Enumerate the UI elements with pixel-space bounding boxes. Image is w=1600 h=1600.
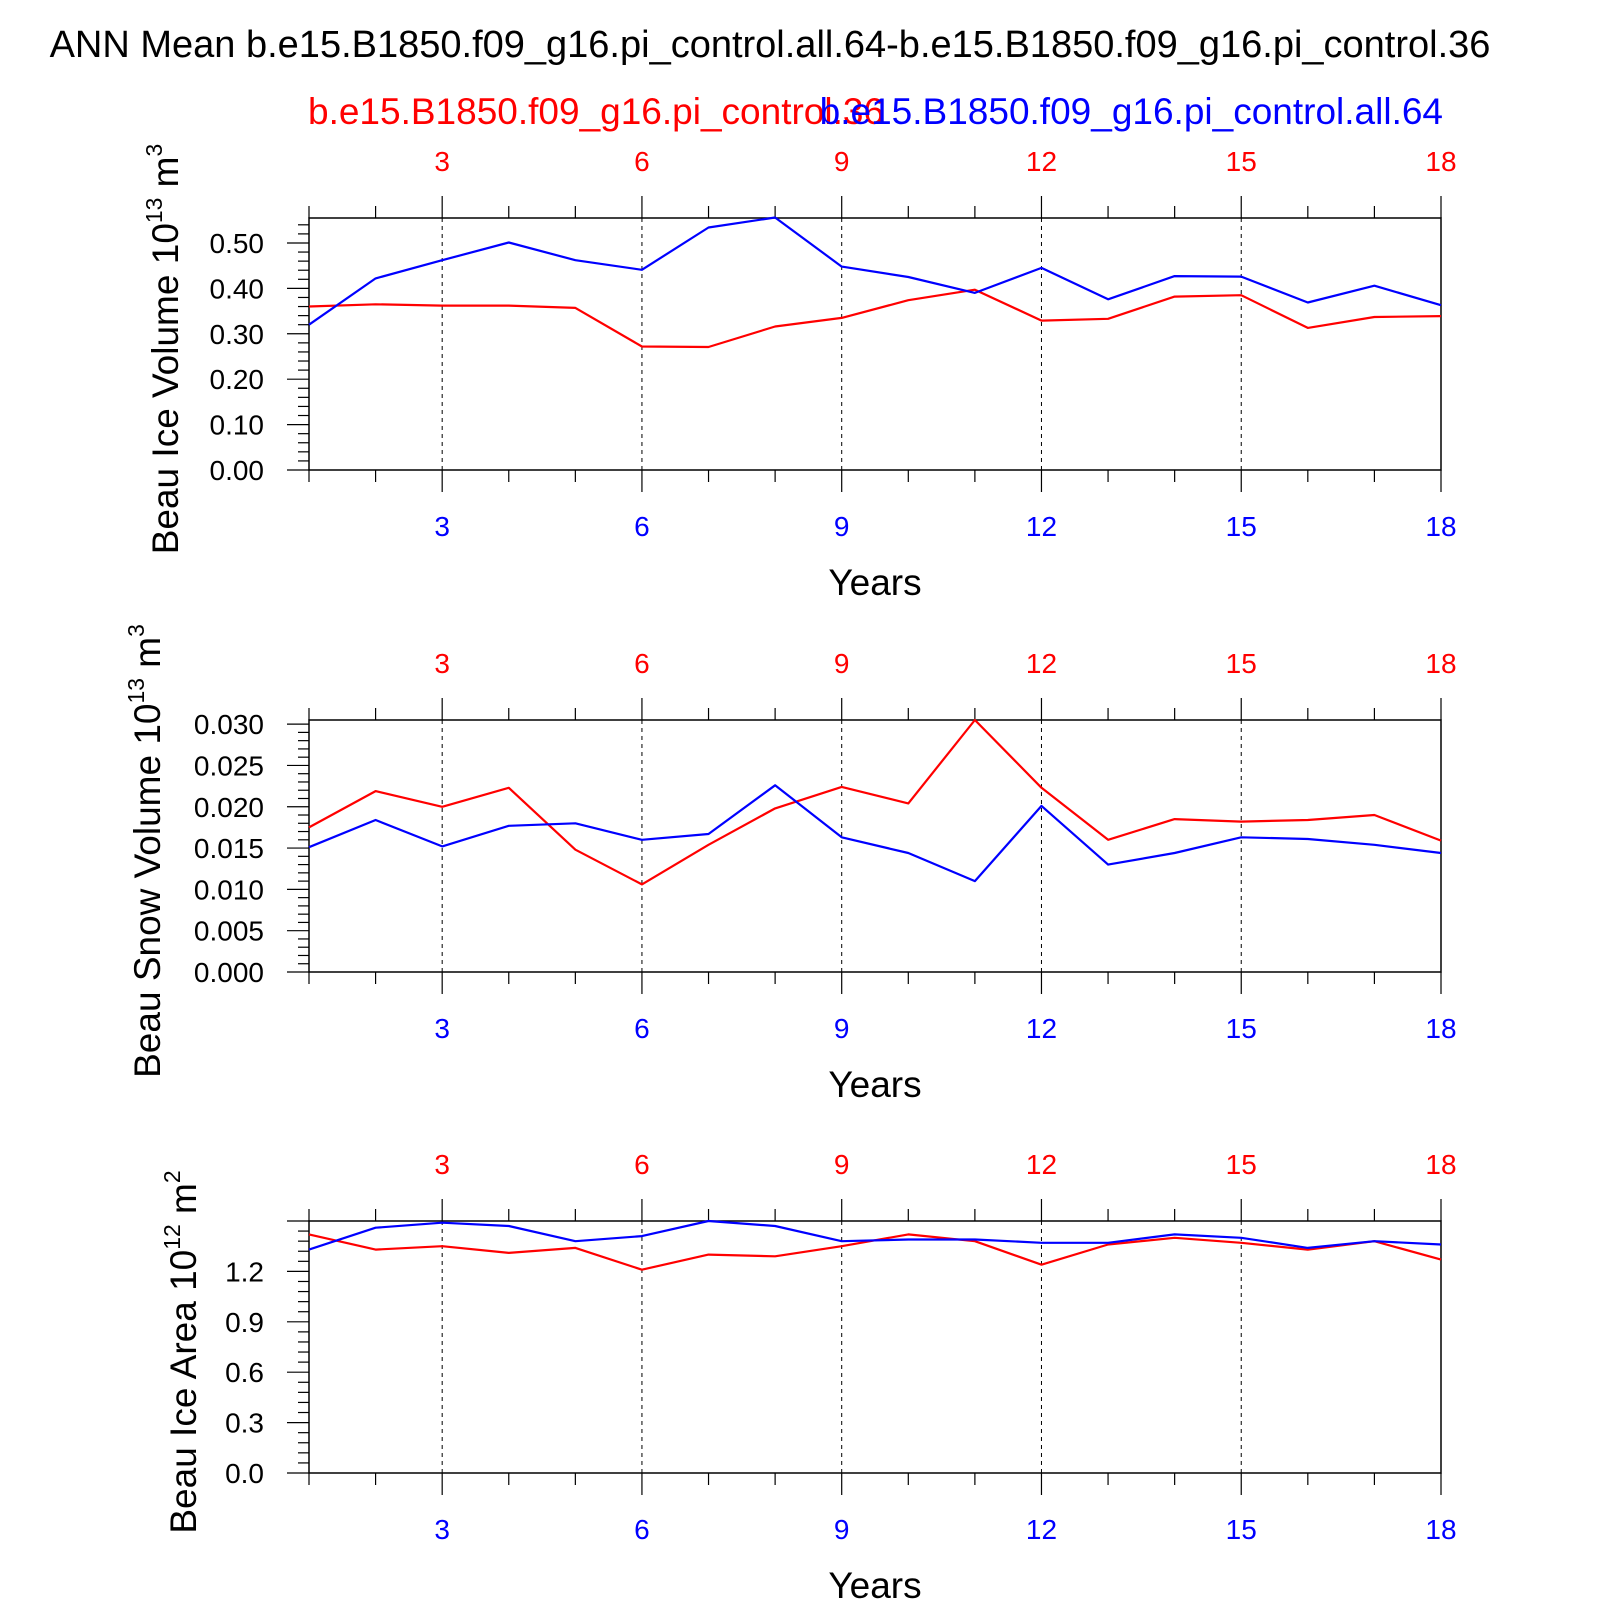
y-axis-label-part: m — [145, 156, 186, 197]
y-axis-label-part: 3 — [141, 144, 167, 157]
y-tick-label: 0.20 — [210, 364, 265, 395]
x-tick-label-top: 15 — [1226, 648, 1257, 679]
x-tick-label-top: 18 — [1425, 1149, 1456, 1180]
x-axis-label: Years — [828, 1565, 921, 1600]
x-tick-label-bottom: 12 — [1026, 1013, 1057, 1044]
x-tick-label-bottom: 15 — [1226, 511, 1257, 542]
y-tick-label: 1.2 — [225, 1256, 264, 1287]
chart-panel-2: 3 3 6 6 9 9 12 12 15 15 18 18 0.000 0.005 0.010 0.015 0.… — [123, 624, 1457, 1105]
x-tick-label-top: 3 — [434, 1149, 450, 1180]
x-tick-label-top: 6 — [634, 1149, 650, 1180]
x-axis-label: Years — [828, 1064, 921, 1105]
x-tick-label-top: 12 — [1026, 1149, 1057, 1180]
y-axis-label-part: Beau Ice Volume 10 — [145, 223, 186, 554]
chart-panel-3: 3 3 6 6 9 9 12 12 15 15 18 18 0.0 0.3 0.6 0.9 1.2 Years Be… — [159, 1149, 1457, 1600]
x-tick-label-top: 6 — [634, 648, 650, 679]
chart-panel-1: 3 3 6 6 9 9 12 12 15 15 18 18 0.00 0.10 0.20 0.30 0.40 0.… — [141, 144, 1457, 603]
x-tick-label-top: 3 — [434, 648, 450, 679]
plot-frame — [308, 1220, 1442, 1474]
y-tick-label: 0.025 — [194, 750, 264, 781]
plot-frame — [308, 719, 1442, 973]
y-axis-label-part: 2 — [159, 1170, 185, 1183]
y-tick-label: 0.00 — [210, 455, 265, 486]
y-tick-label: 0.000 — [194, 957, 264, 988]
x-tick-label-top: 18 — [1425, 146, 1456, 177]
y-axis-label-part: 13 — [123, 678, 149, 704]
series-line-blue — [308, 784, 1442, 883]
chart-panels: 3 3 6 6 9 9 12 12 15 15 18 18 0.00 0.10 0.20 0.30 0.40 0.… — [123, 144, 1457, 1600]
y-axis-label-part: Beau Snow Volume 10 — [127, 704, 168, 1078]
x-tick-label-top: 15 — [1226, 146, 1257, 177]
y-tick-label: 0.40 — [210, 273, 265, 304]
y-tick-label: 0.3 — [225, 1408, 264, 1439]
x-tick-label-top: 9 — [834, 146, 850, 177]
x-tick-label-top: 12 — [1026, 648, 1057, 679]
y-axis-label: Beau Ice Volume 1013 m3 — [141, 144, 186, 555]
y-axis-label-part: 3 — [123, 624, 149, 637]
x-tick-label-bottom: 18 — [1425, 511, 1456, 542]
y-axis-label: Beau Ice Area 1012 m2 — [159, 1170, 204, 1533]
y-axis-label: Beau Snow Volume 1013 m3 — [123, 624, 168, 1078]
x-tick-label-bottom: 15 — [1226, 1514, 1257, 1545]
x-tick-label-bottom: 18 — [1425, 1514, 1456, 1545]
x-tick-label-bottom: 18 — [1425, 1013, 1456, 1044]
y-tick-label: 0.0 — [225, 1458, 264, 1489]
series-line-blue — [308, 216, 1442, 326]
y-axis-label-part: 12 — [159, 1224, 185, 1250]
x-tick-label-top: 12 — [1026, 146, 1057, 177]
y-tick-label: 0.50 — [210, 228, 265, 259]
plot-frame — [308, 217, 1442, 471]
x-tick-label-bottom: 12 — [1026, 1514, 1057, 1545]
y-axis-label-part: Beau Ice Area 10 — [163, 1250, 204, 1534]
x-tick-label-bottom: 9 — [834, 1514, 850, 1545]
x-tick-label-bottom: 9 — [834, 511, 850, 542]
y-tick-label: 0.30 — [210, 319, 265, 350]
x-tick-label-top: 18 — [1425, 648, 1456, 679]
y-tick-label: 0.005 — [194, 916, 264, 947]
figure-title: ANN Mean b.e15.B1850.f09_g16.pi_control.… — [50, 24, 1491, 66]
x-tick-label-bottom: 6 — [634, 511, 650, 542]
y-axis-label-part: m — [127, 637, 168, 678]
y-tick-label: 0.020 — [194, 792, 264, 823]
x-tick-label-bottom: 15 — [1226, 1013, 1257, 1044]
y-tick-label: 0.9 — [225, 1307, 264, 1338]
legend-label-blue: b.e15.B1850.f09_g16.pi_control.all.64 — [820, 91, 1443, 132]
y-tick-label: 0.6 — [225, 1357, 264, 1388]
x-tick-label-bottom: 3 — [434, 511, 450, 542]
x-tick-label-top: 9 — [834, 648, 850, 679]
x-tick-label-bottom: 6 — [634, 1013, 650, 1044]
series-line-red — [308, 288, 1442, 349]
y-tick-label: 0.015 — [194, 833, 264, 864]
y-axis-label-part: 13 — [141, 198, 167, 224]
y-axis-label-part: m — [163, 1183, 204, 1224]
x-tick-label-bottom: 9 — [834, 1013, 850, 1044]
series-line-blue — [308, 1219, 1442, 1251]
x-tick-label-top: 15 — [1226, 1149, 1257, 1180]
x-tick-label-top: 6 — [634, 146, 650, 177]
legend-label-red: b.e15.B1850.f09_g16.pi_control.36 — [308, 91, 884, 132]
x-tick-label-bottom: 12 — [1026, 511, 1057, 542]
y-tick-label: 0.030 — [194, 709, 264, 740]
series-line-red — [308, 718, 1442, 886]
x-tick-label-top: 9 — [834, 1149, 850, 1180]
x-tick-label-bottom: 3 — [434, 1013, 450, 1044]
x-tick-label-bottom: 6 — [634, 1514, 650, 1545]
x-tick-label-top: 3 — [434, 146, 450, 177]
x-axis-label: Years — [828, 562, 921, 603]
y-tick-label: 0.010 — [194, 874, 264, 905]
x-tick-label-bottom: 3 — [434, 1514, 450, 1545]
y-tick-label: 0.10 — [210, 410, 265, 441]
